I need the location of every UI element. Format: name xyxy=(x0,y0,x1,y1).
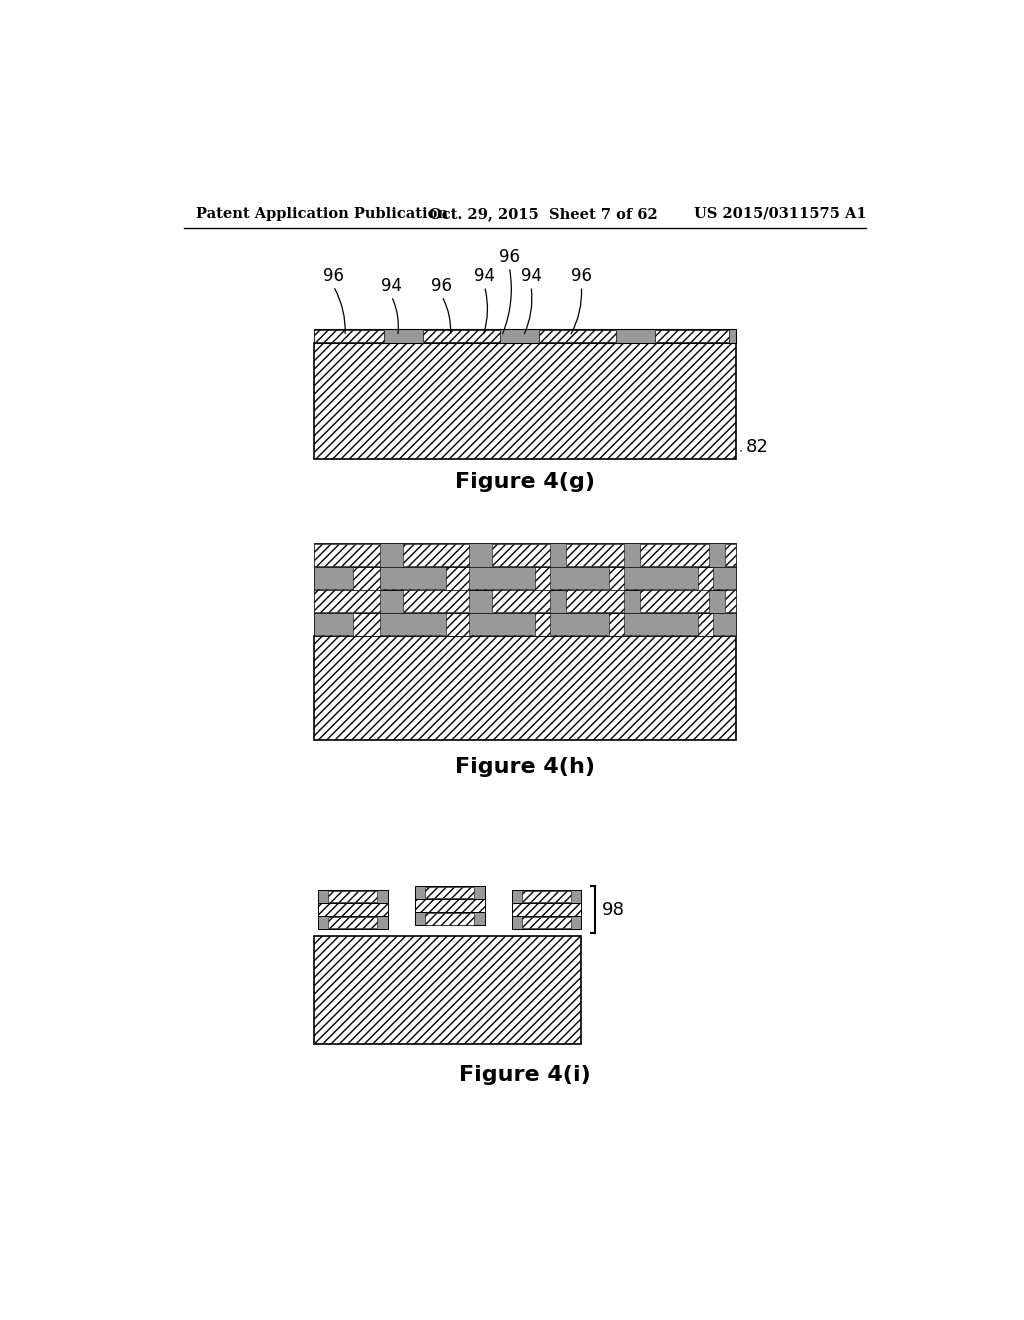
Bar xyxy=(314,614,352,635)
Bar xyxy=(314,566,736,590)
Bar xyxy=(314,330,736,343)
Text: 98: 98 xyxy=(601,900,625,919)
Bar xyxy=(380,568,445,589)
Bar xyxy=(314,568,352,589)
Text: Figure 4(h): Figure 4(h) xyxy=(455,756,595,776)
Bar xyxy=(403,544,469,566)
Bar xyxy=(539,330,616,342)
Bar xyxy=(624,614,697,635)
Bar xyxy=(566,544,624,566)
Text: Figure 4(i): Figure 4(i) xyxy=(459,1065,591,1085)
Bar xyxy=(624,568,697,589)
Bar xyxy=(725,544,736,566)
Bar xyxy=(566,590,624,612)
Bar xyxy=(329,891,377,903)
Bar xyxy=(317,903,388,916)
Bar xyxy=(522,917,571,928)
Bar xyxy=(415,886,484,899)
Bar xyxy=(512,903,582,916)
Bar xyxy=(329,917,377,928)
Bar xyxy=(469,614,535,635)
Text: 96: 96 xyxy=(323,268,344,285)
Bar xyxy=(512,916,582,929)
Bar xyxy=(314,330,384,342)
Bar xyxy=(550,568,608,589)
Text: 94: 94 xyxy=(381,277,402,296)
Text: Oct. 29, 2015  Sheet 7 of 62: Oct. 29, 2015 Sheet 7 of 62 xyxy=(429,207,657,220)
Bar xyxy=(550,614,608,635)
Text: 96: 96 xyxy=(499,248,520,267)
Text: 96: 96 xyxy=(570,268,592,285)
Bar xyxy=(725,590,736,612)
Text: Patent Application Publication: Patent Application Publication xyxy=(197,207,449,220)
Bar xyxy=(522,891,571,903)
Bar xyxy=(314,544,736,566)
Bar xyxy=(314,936,582,1044)
Bar xyxy=(640,544,710,566)
Bar xyxy=(314,544,380,566)
Bar xyxy=(512,890,582,903)
Bar xyxy=(317,890,388,903)
Bar xyxy=(403,590,469,612)
Text: 96: 96 xyxy=(431,277,453,296)
Text: Figure 4(g): Figure 4(g) xyxy=(455,471,595,492)
Text: 82: 82 xyxy=(745,438,769,457)
Bar xyxy=(493,544,550,566)
Bar xyxy=(317,916,388,929)
Bar xyxy=(415,912,484,925)
Bar xyxy=(314,343,736,459)
Bar xyxy=(655,330,729,342)
Bar xyxy=(425,887,474,899)
Text: 94: 94 xyxy=(474,268,495,285)
Bar xyxy=(469,568,535,589)
Text: US 2015/0311575 A1: US 2015/0311575 A1 xyxy=(693,207,866,220)
Bar xyxy=(415,899,484,912)
Text: 94: 94 xyxy=(520,268,542,285)
Bar xyxy=(314,636,736,739)
Bar xyxy=(380,614,445,635)
Bar xyxy=(713,614,736,635)
Bar xyxy=(640,590,710,612)
Bar xyxy=(713,568,736,589)
Bar xyxy=(314,590,380,612)
Bar xyxy=(493,590,550,612)
Bar xyxy=(314,590,736,612)
Bar xyxy=(425,913,474,924)
Bar xyxy=(314,612,736,636)
Bar xyxy=(423,330,500,342)
